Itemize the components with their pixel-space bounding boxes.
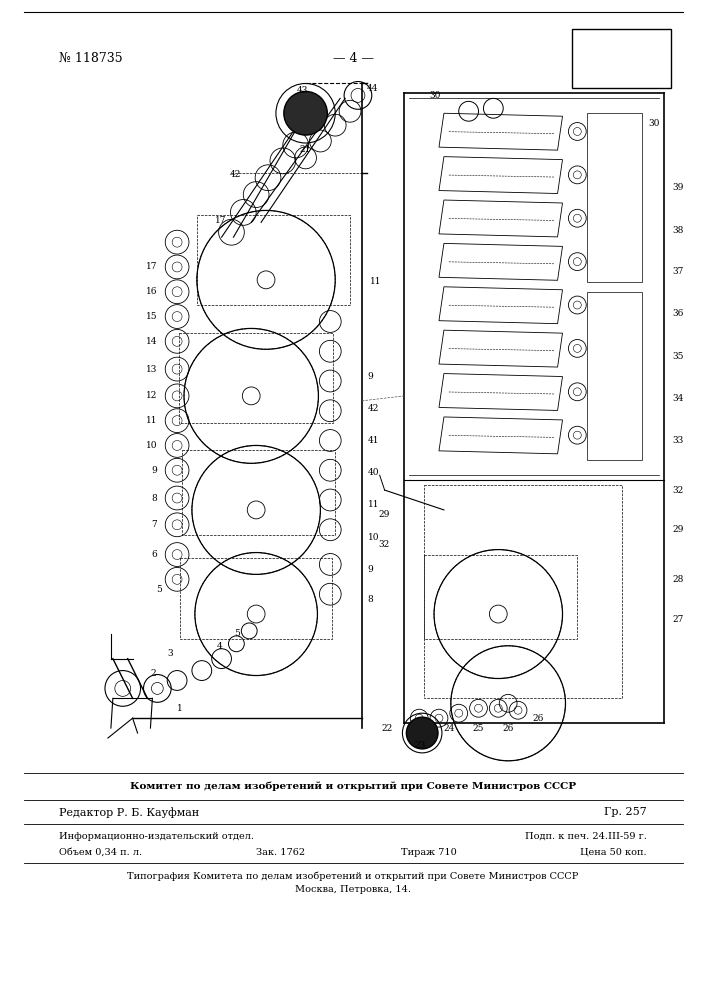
- Text: 29: 29: [672, 525, 684, 534]
- Text: 11: 11: [146, 416, 158, 425]
- Text: 42: 42: [368, 404, 379, 413]
- Text: 28: 28: [672, 575, 684, 584]
- Text: 30: 30: [429, 91, 440, 100]
- Text: 10: 10: [146, 441, 158, 450]
- Text: Объем 0,34 п. л.: Объем 0,34 п. л.: [59, 848, 141, 857]
- Text: 35: 35: [672, 352, 684, 361]
- Text: 15: 15: [146, 312, 158, 321]
- Text: 30: 30: [648, 119, 660, 128]
- Text: Информационно-издательский отдел.: Информационно-издательский отдел.: [59, 832, 254, 841]
- Text: 2: 2: [151, 669, 156, 678]
- Text: Комитет по делам изобретений и открытий при Совете Министров СССР: Комитет по делам изобретений и открытий …: [130, 782, 576, 791]
- Bar: [573, 29, 671, 88]
- Text: 40: 40: [368, 468, 380, 477]
- Circle shape: [407, 717, 438, 749]
- Text: 29: 29: [378, 510, 390, 519]
- Text: 32: 32: [378, 540, 390, 549]
- Text: 23: 23: [414, 741, 426, 750]
- Text: 27: 27: [672, 614, 684, 624]
- Bar: [179, 333, 333, 423]
- Bar: [180, 558, 332, 639]
- Text: 22: 22: [381, 724, 392, 733]
- Text: 11: 11: [370, 277, 381, 286]
- Text: 38: 38: [672, 226, 684, 235]
- Text: № 118735: № 118735: [59, 52, 122, 65]
- Text: 32: 32: [672, 486, 684, 495]
- Text: 24: 24: [443, 724, 455, 733]
- Text: 33: 33: [672, 436, 684, 445]
- Text: 26: 26: [503, 724, 514, 733]
- Text: Гр. 257: Гр. 257: [604, 807, 646, 817]
- Text: 1: 1: [177, 704, 183, 713]
- Text: 5: 5: [156, 585, 163, 594]
- Bar: [182, 450, 335, 535]
- Text: Редактор Р. Б. Кауфман: Редактор Р. Б. Кауфман: [59, 807, 199, 818]
- Text: 25: 25: [473, 724, 484, 733]
- Text: Тираж 710: Тираж 710: [402, 848, 457, 857]
- Text: 16: 16: [146, 287, 158, 296]
- Text: Цена 50 коп.: Цена 50 коп.: [580, 848, 646, 857]
- Bar: [197, 215, 350, 305]
- Text: 9: 9: [151, 466, 158, 475]
- Text: Подп. к печ. 24.III-59 г.: Подп. к печ. 24.III-59 г.: [525, 832, 646, 841]
- Text: 44: 44: [367, 84, 378, 93]
- Text: 11: 11: [368, 500, 380, 509]
- Circle shape: [284, 91, 327, 135]
- Text: 5: 5: [235, 629, 240, 638]
- Text: 4: 4: [216, 642, 223, 651]
- Bar: [424, 485, 621, 698]
- Text: 13: 13: [146, 365, 158, 374]
- Text: 9: 9: [368, 372, 373, 381]
- Text: Москва, Петровка, 14.: Москва, Петровка, 14.: [295, 885, 411, 894]
- Bar: [588, 292, 641, 460]
- Text: 7: 7: [151, 520, 158, 529]
- Text: 8: 8: [151, 494, 158, 503]
- Text: 36: 36: [672, 309, 684, 318]
- Text: Зак. 1762: Зак. 1762: [257, 848, 305, 857]
- Text: 6: 6: [151, 550, 158, 559]
- Text: 41: 41: [368, 436, 380, 445]
- Text: 12: 12: [146, 391, 158, 400]
- Text: 17: 17: [215, 216, 226, 225]
- Text: 34: 34: [672, 394, 684, 403]
- Text: 9: 9: [368, 565, 373, 574]
- Bar: [588, 113, 641, 282]
- Text: 42: 42: [230, 170, 241, 179]
- Bar: [424, 555, 578, 639]
- Text: 37: 37: [672, 267, 684, 276]
- Text: 8: 8: [368, 595, 373, 604]
- Text: 17: 17: [146, 262, 158, 271]
- Text: 26: 26: [532, 714, 544, 723]
- Text: 39: 39: [672, 183, 684, 192]
- Text: Типография Комитета по делам изобретений и открытий при Совете Министров СССР: Типография Комитета по делам изобретений…: [127, 871, 579, 881]
- Text: 14: 14: [146, 337, 158, 346]
- Text: 10: 10: [368, 533, 380, 542]
- Text: — 4 —: — 4 —: [332, 52, 373, 65]
- Text: 3: 3: [168, 649, 173, 658]
- Text: 21: 21: [299, 145, 310, 154]
- Text: 43: 43: [297, 86, 308, 95]
